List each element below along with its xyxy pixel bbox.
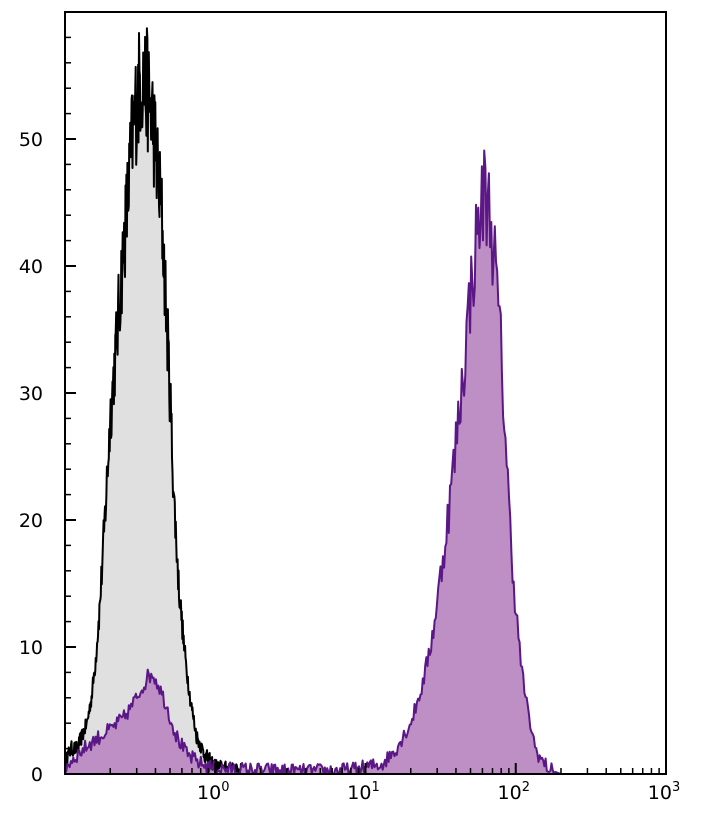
y-tick-label: 0 [31, 764, 43, 786]
y-tick-label: 50 [19, 129, 43, 151]
x-tick-label: 102 [498, 780, 530, 804]
stained-area [65, 150, 561, 774]
y-tick-label: 20 [19, 510, 43, 532]
control-area [65, 28, 261, 774]
x-tick-label: 100 [197, 780, 229, 804]
y-tick-label: 10 [19, 637, 43, 659]
series-layer [64, 27, 562, 775]
minor-ticks [65, 36, 660, 774]
x-tick-label: 101 [347, 780, 379, 804]
x-tick-label: 103 [648, 780, 680, 804]
y-tick-label: 30 [19, 383, 43, 405]
x-axis: 100 101 102 103 [197, 763, 680, 804]
y-axis: 0 10 20 30 40 50 [19, 129, 76, 786]
y-tick-label: 40 [19, 256, 43, 278]
stained-line [64, 149, 562, 775]
